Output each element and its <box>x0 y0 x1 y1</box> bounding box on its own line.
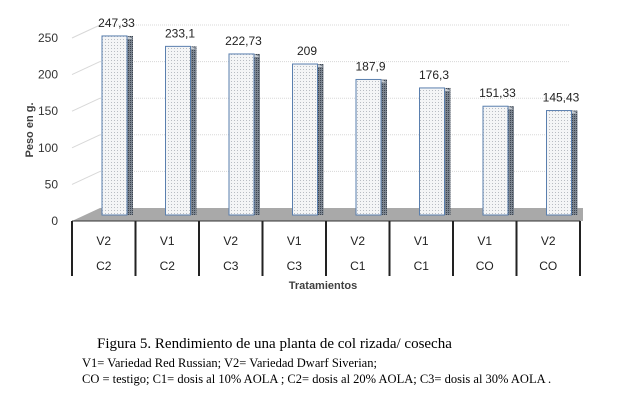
caption-note-varieties: V1= Variedad Red Russian; V2= Variedad D… <box>82 356 377 370</box>
bar-side <box>444 87 451 215</box>
category-label-variety: V1 <box>477 234 492 248</box>
bar <box>546 110 572 216</box>
bar-side <box>317 64 324 216</box>
bar-chart: 247,33 233,1 222,73 209 187,9 176,3 151,33 145,… <box>24 16 583 292</box>
y-tick-label: 200 <box>38 68 58 82</box>
data-label: 176,3 <box>419 68 449 82</box>
category-label-variety: V2 <box>541 234 556 248</box>
bar-side <box>508 106 514 215</box>
category-label-variety: V1 <box>414 234 429 248</box>
bar-side <box>127 35 133 216</box>
gridline <box>71 97 101 112</box>
bar-side <box>190 46 197 215</box>
data-label: 187,9 <box>355 59 385 73</box>
gridline <box>71 170 101 185</box>
data-label: 209 <box>297 44 317 58</box>
gridline <box>71 134 101 149</box>
category-label-dose: CO <box>476 259 494 273</box>
bar-side <box>254 53 260 215</box>
y-tick-label: 100 <box>38 141 58 155</box>
bar-side <box>571 110 578 215</box>
gridline <box>71 24 101 39</box>
bar <box>165 45 191 216</box>
category-label-variety: V2 <box>350 234 365 248</box>
category-label-dose: C1 <box>414 259 430 273</box>
data-label: 151,33 <box>479 86 516 100</box>
category-label-dose: CO <box>539 259 557 273</box>
data-label: 233,1 <box>165 26 195 40</box>
bar <box>355 78 382 216</box>
bar <box>292 63 318 216</box>
category-label-variety: V1 <box>160 234 175 248</box>
caption-note-doses: CO = testigo; C1= dosis al 10% AOLA ; C2… <box>82 372 552 386</box>
gridline <box>71 61 101 76</box>
category-label-dose: C3 <box>287 259 303 273</box>
x-axis-label: Tratamientos <box>289 280 357 292</box>
y-tick-label: 250 <box>38 31 58 45</box>
y-tick-label: 0 <box>51 214 58 228</box>
y-tick-label: 150 <box>38 104 58 118</box>
category-label-dose: C3 <box>223 259 239 273</box>
bar <box>228 53 255 216</box>
figure-caption: Figura 5. Rendimiento de una planta de c… <box>97 336 452 352</box>
category-label-variety: V2 <box>223 234 238 248</box>
bar <box>101 35 128 216</box>
data-label: 222,73 <box>225 34 262 48</box>
chart-floor <box>72 208 583 221</box>
data-label: 145,43 <box>543 91 580 105</box>
category-label-dose: C2 <box>96 259 112 273</box>
category-label-variety: V1 <box>287 234 302 248</box>
data-label: 247,33 <box>98 16 135 30</box>
category-label-variety: V2 <box>96 234 111 248</box>
y-tick-label: 50 <box>45 177 59 191</box>
category-label-dose: C1 <box>350 259 366 273</box>
y-axis-label: Peso en g. <box>24 102 36 157</box>
bar <box>482 105 509 216</box>
category-label-dose: C2 <box>160 259 176 273</box>
bar <box>419 87 445 216</box>
bar-side <box>381 79 387 215</box>
